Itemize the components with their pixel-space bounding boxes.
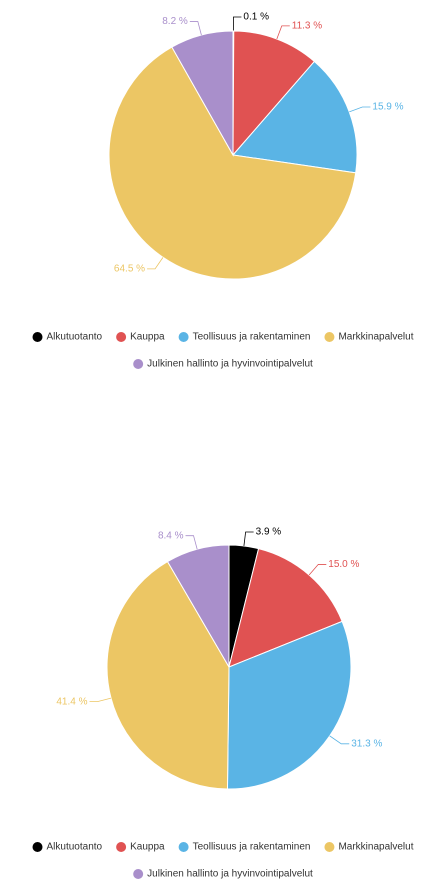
leader-line: [89, 697, 112, 703]
data-label: 8.4 %: [158, 530, 184, 541]
data-label: 15.0 %: [328, 559, 359, 570]
legend-marker: [32, 842, 43, 852]
legend-label: Teollisuus ja rakentaminen: [193, 332, 311, 343]
leader-line: [185, 535, 198, 550]
data-label: 15.9 %: [372, 102, 403, 113]
leader-line: [243, 531, 254, 546]
legend-marker: [324, 332, 335, 342]
legend-label: Julkinen hallinto ja hyvinvointipalvelut: [147, 359, 313, 370]
leader-line: [276, 25, 290, 40]
legend-label: Alkutuotanto: [47, 332, 103, 343]
leader-line: [147, 257, 164, 270]
data-label: 41.4 %: [56, 696, 87, 707]
legend-marker: [178, 332, 189, 342]
legend-marker: [116, 842, 127, 852]
leader-line: [349, 106, 371, 113]
legend-label: Markkinapalvelut: [338, 332, 413, 343]
legend-label: Alkutuotanto: [47, 842, 103, 853]
legend-marker: [133, 359, 144, 369]
data-label: 31.3 %: [351, 738, 382, 749]
legend-marker: [133, 869, 144, 879]
leader-line: [329, 735, 350, 745]
pie-slice: [232, 60, 358, 174]
legend-label: Teollisuus ja rakentaminen: [193, 842, 311, 853]
pie-slice: [228, 548, 343, 668]
legend-marker: [116, 332, 127, 342]
pie-slice: [171, 30, 234, 157]
leader-line: [189, 21, 202, 36]
data-label: 64.5 %: [114, 264, 145, 275]
data-label: 11.3 %: [292, 21, 322, 32]
pie-slice: [106, 560, 230, 790]
leader-line: [308, 564, 327, 576]
legend-label: Julkinen hallinto ja hyvinvointipalvelut: [147, 869, 313, 879]
legend-label: Markkinapalvelut: [338, 842, 413, 853]
pie-slice: [108, 46, 357, 280]
data-label: 3.9 %: [256, 527, 282, 538]
legend-marker: [32, 332, 43, 342]
legend-label: Kauppa: [130, 842, 165, 853]
pie-slice: [226, 620, 352, 790]
pie-slice: [166, 544, 230, 669]
data-label: 0.1 %: [243, 12, 269, 23]
leader-line: [232, 16, 242, 32]
legend-marker: [178, 842, 189, 852]
data-label: 8.2 %: [162, 16, 188, 27]
legend-marker: [324, 842, 335, 852]
legend-label: Kauppa: [130, 332, 165, 343]
